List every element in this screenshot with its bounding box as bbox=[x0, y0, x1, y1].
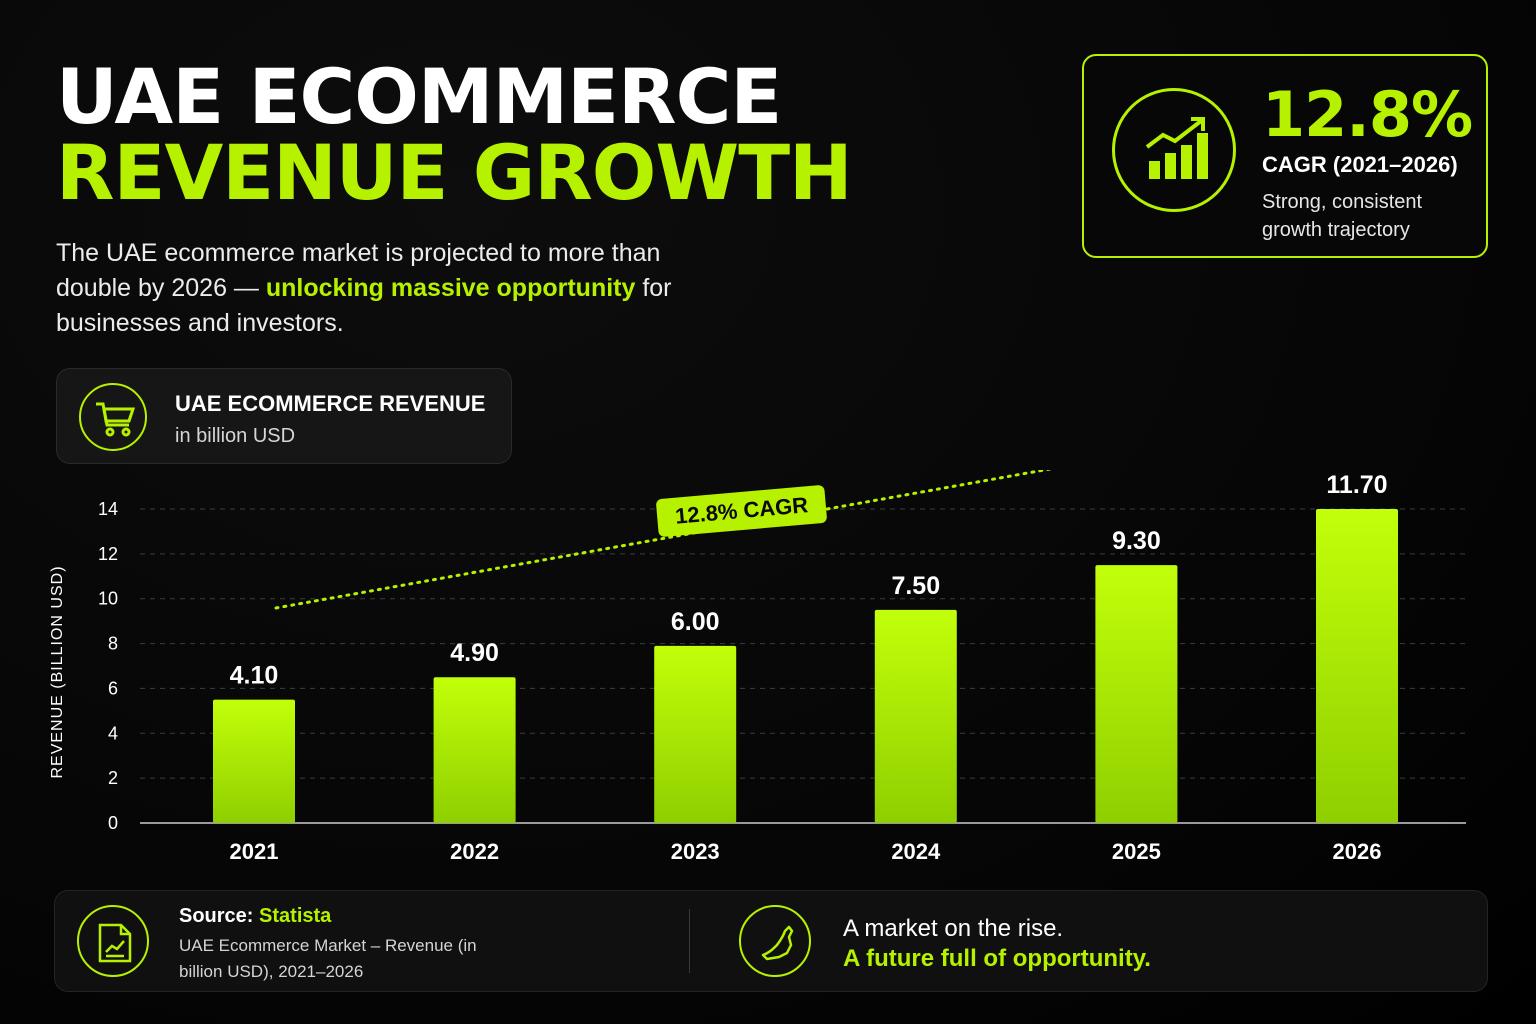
chart-gridlines bbox=[140, 508, 1466, 824]
source-description: UAE Ecommerce Market – Revenue (in billi… bbox=[179, 936, 477, 981]
y-tick-label: 4 bbox=[108, 723, 118, 743]
data-label-2026: 11.70 bbox=[1326, 471, 1387, 499]
x-tick-label-2022: 2022 bbox=[450, 839, 499, 864]
x-axis-labels: 2021 2022 2023 2024 2025 2026 bbox=[230, 839, 1382, 864]
bar-2022 bbox=[433, 677, 516, 823]
y-tick-label: 10 bbox=[98, 589, 118, 609]
source-title: Source: Statista bbox=[179, 905, 331, 928]
tagline-line2: A future full of opportunity. bbox=[843, 945, 1151, 972]
page-subtitle: The UAE ecommerce market is projected to… bbox=[56, 236, 736, 341]
data-label-2021: 4.10 bbox=[230, 662, 279, 690]
cagr-description: Strong, consistent growth trajectory bbox=[1262, 191, 1423, 241]
y-tick-label: 6 bbox=[108, 678, 118, 698]
legend-card: UAE ECOMMERCE REVENUE in billion USD bbox=[56, 368, 512, 464]
source-label: Source: bbox=[179, 905, 254, 927]
chart-bars bbox=[213, 509, 1398, 823]
bar-2026 bbox=[1316, 509, 1398, 823]
chart-data-labels: 4.10 4.90 6.00 7.50 9.30 11.70 bbox=[230, 471, 1388, 690]
source-name: Statista bbox=[259, 905, 332, 927]
y-tick-label: 14 bbox=[98, 499, 118, 519]
footer-bar: Source: Statista UAE Ecommerce Market – … bbox=[54, 890, 1488, 992]
data-label-2024: 7.50 bbox=[891, 572, 940, 600]
cagr-card: 12.8% CAGR (2021–2026) Strong, consisten… bbox=[1082, 54, 1488, 258]
document-chart-icon bbox=[77, 905, 149, 977]
subtitle-text-end: for businesses and investors. bbox=[56, 274, 672, 337]
bar-chart-growth-icon bbox=[1112, 88, 1236, 212]
y-tick-label: 12 bbox=[98, 544, 118, 564]
y-tick-label: 2 bbox=[108, 768, 118, 788]
subtitle-text-start: The UAE ecommerce market is projected to… bbox=[56, 239, 661, 302]
y-tick-label: 8 bbox=[108, 634, 118, 654]
cagr-value: 12.8% bbox=[1262, 78, 1473, 151]
cagr-label: CAGR (2021–2026) bbox=[1262, 152, 1458, 177]
data-label-2022: 4.90 bbox=[450, 639, 499, 667]
x-tick-label-2024: 2024 bbox=[891, 839, 941, 864]
y-axis-ticks: 0 2 4 6 8 10 12 14 bbox=[98, 499, 118, 833]
y-tick-label: 0 bbox=[108, 813, 118, 833]
x-tick-label-2026: 2026 bbox=[1333, 839, 1382, 864]
x-tick-label-2025: 2025 bbox=[1112, 839, 1161, 864]
revenue-bar-chart: 0 2 4 6 8 10 12 14 4.10 4.90 6.00 7.50 9.30 11.70 20… bbox=[49, 470, 1466, 864]
shopping-cart-icon bbox=[79, 383, 147, 451]
footer-divider bbox=[689, 909, 690, 973]
x-tick-label-2021: 2021 bbox=[230, 839, 279, 864]
cagr-trend-line bbox=[274, 470, 1053, 610]
uae-map-icon bbox=[739, 905, 811, 977]
legend-title: UAE ECOMMERCE REVENUE bbox=[175, 391, 486, 416]
data-label-2023: 6.00 bbox=[671, 608, 720, 636]
tagline-line1: A market on the rise. bbox=[843, 915, 1064, 942]
bar-2024 bbox=[874, 609, 957, 823]
bar-2021 bbox=[213, 699, 295, 823]
data-label-2025: 9.30 bbox=[1112, 527, 1161, 555]
bar-2023 bbox=[654, 645, 737, 823]
bar-2025 bbox=[1095, 565, 1178, 823]
subtitle-highlight: unlocking massive opportunity bbox=[265, 274, 636, 302]
legend-subtitle: in billion USD bbox=[175, 425, 296, 447]
y-axis-title: REVENUE (BILLION USD) bbox=[49, 565, 66, 778]
page-title-line1: UAE ECOMMERCE bbox=[56, 52, 782, 141]
x-tick-label-2023: 2023 bbox=[671, 839, 720, 864]
page-title-line2: REVENUE GROWTH bbox=[56, 128, 853, 217]
